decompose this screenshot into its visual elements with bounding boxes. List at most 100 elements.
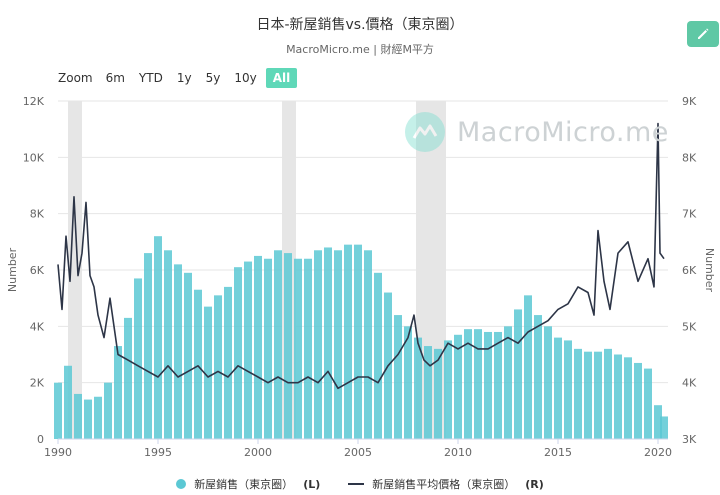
sales-bar [184, 272, 192, 439]
sales-bar [424, 346, 432, 439]
sales-bar [224, 286, 232, 439]
sales-bar [164, 250, 172, 439]
sales-bar [514, 309, 522, 439]
x-tick-0: 1990 [44, 446, 72, 459]
sales-bar [304, 258, 312, 439]
sales-bar [484, 331, 492, 439]
sales-bar [654, 405, 662, 439]
zoom-all-button[interactable]: All [265, 68, 298, 88]
sales-bar [234, 267, 242, 439]
sales-bar [264, 258, 272, 439]
sales-bar [474, 329, 482, 439]
y-right-tick-6: 9K [682, 95, 697, 108]
y-right-tick-2: 5K [682, 320, 697, 333]
sales-bar [74, 393, 82, 439]
sales-bar [494, 331, 502, 439]
sales-bar [124, 317, 132, 439]
y-right-tick-3: 6K [682, 264, 697, 277]
zoom-5y-button[interactable]: 5y [205, 71, 221, 85]
sales-bar [174, 264, 182, 439]
sales-bar [574, 348, 582, 439]
sales-bar [334, 250, 342, 439]
sales-bar [544, 326, 552, 439]
x-tick-1: 1995 [144, 446, 172, 459]
sales-bar [244, 261, 252, 439]
price-series-line [57, 122, 665, 390]
pencil-icon [698, 28, 709, 39]
y-right-tick-5: 8K [682, 151, 697, 164]
y-left-tick-6: 12K [23, 95, 45, 108]
sales-bar [294, 258, 302, 439]
sales-bar [634, 362, 642, 439]
sales-bar [144, 253, 152, 439]
sales-bar [94, 396, 102, 439]
x-tick-4: 2010 [444, 446, 472, 459]
zoom-label: Zoom [58, 71, 93, 85]
legend-price-tag: (R) [525, 477, 544, 491]
sales-bar [284, 253, 292, 439]
sales-bar [354, 244, 362, 439]
y-left-tick-3: 6K [30, 264, 45, 277]
legend-sales-label: 新屋銷售（東京圈） [194, 478, 294, 491]
sales-bar [564, 340, 572, 439]
y-left-tick-2: 4K [30, 320, 45, 333]
legend-price-label: 新屋銷售平均價格（東京圈） [372, 478, 516, 491]
sales-bar [134, 278, 142, 439]
zoom-1y-button[interactable]: 1y [176, 71, 192, 85]
sales-bar [114, 346, 122, 439]
watermark-logo-icon [405, 112, 445, 152]
x-tick-2: 2000 [244, 446, 272, 459]
sales-bar [454, 334, 462, 439]
y-left-axis-label: Number [6, 247, 19, 292]
sales-bar [84, 399, 92, 439]
sales-bar [154, 236, 162, 439]
page-subtitle: MacroMicro.me | 財經M平方 [286, 43, 434, 56]
legend-dot-icon [176, 479, 187, 489]
y-right-axis-label: Number [703, 248, 716, 293]
sales-bar [554, 337, 562, 439]
sales-bar [64, 365, 72, 439]
y-left-tick-0: 0 [37, 433, 44, 446]
sales-bar [414, 337, 422, 439]
sales-bar [464, 329, 472, 439]
sales-bar [254, 255, 262, 439]
sales-bar [594, 351, 602, 439]
zoom-ytd-button[interactable]: YTD [138, 71, 163, 85]
legend-item-price[interactable]: 新屋銷售平均價格（東京圈） (R) [348, 476, 544, 492]
sales-bar [644, 368, 652, 439]
sales-bar [444, 340, 452, 439]
sales-bar [364, 250, 372, 439]
zoom-10y-button[interactable]: 10y [234, 71, 257, 85]
sales-bars [54, 236, 668, 439]
legend-item-sales[interactable]: 新屋銷售（東京圈） (L) [176, 476, 320, 492]
page-title: 日本-新屋銷售vs.價格（東京圈） [256, 17, 464, 33]
x-tick-3: 2005 [344, 446, 372, 459]
sales-bar [604, 348, 612, 439]
sales-bar [504, 326, 512, 439]
y-right-tick-0: 3K [682, 433, 697, 446]
sales-bar [374, 272, 382, 439]
price-line [57, 122, 665, 390]
sales-bar [194, 289, 202, 439]
axes: 0 2K 4K 6K 8K 10K 12K 3K 4K 5K 6K 7K 8K 9K 1990 1995 200… [6, 95, 716, 459]
watermark: MacroMicro.me [405, 112, 669, 152]
sales-bar [214, 295, 222, 439]
legend-sales-tag: (L) [303, 477, 321, 491]
zoom-toolbar: Zoom 6m YTD 1y 5y 10y All [58, 68, 301, 88]
sales-bar [660, 416, 668, 439]
x-tick-6: 2020 [644, 446, 672, 459]
sales-bar [524, 295, 532, 439]
sales-bar [394, 315, 402, 439]
sales-bar [344, 244, 352, 439]
watermark-text: MacroMicro.me [457, 116, 669, 148]
sales-bar [324, 247, 332, 439]
edit-button[interactable] [687, 21, 719, 47]
x-tick-5: 2015 [544, 446, 572, 459]
y-left-tick-5: 10K [23, 151, 45, 164]
sales-bar [204, 306, 212, 439]
sales-bar [104, 382, 112, 439]
sales-bar [534, 315, 542, 439]
sales-bar [434, 348, 442, 439]
zoom-6m-button[interactable]: 6m [105, 71, 125, 85]
sales-bar [274, 250, 282, 439]
